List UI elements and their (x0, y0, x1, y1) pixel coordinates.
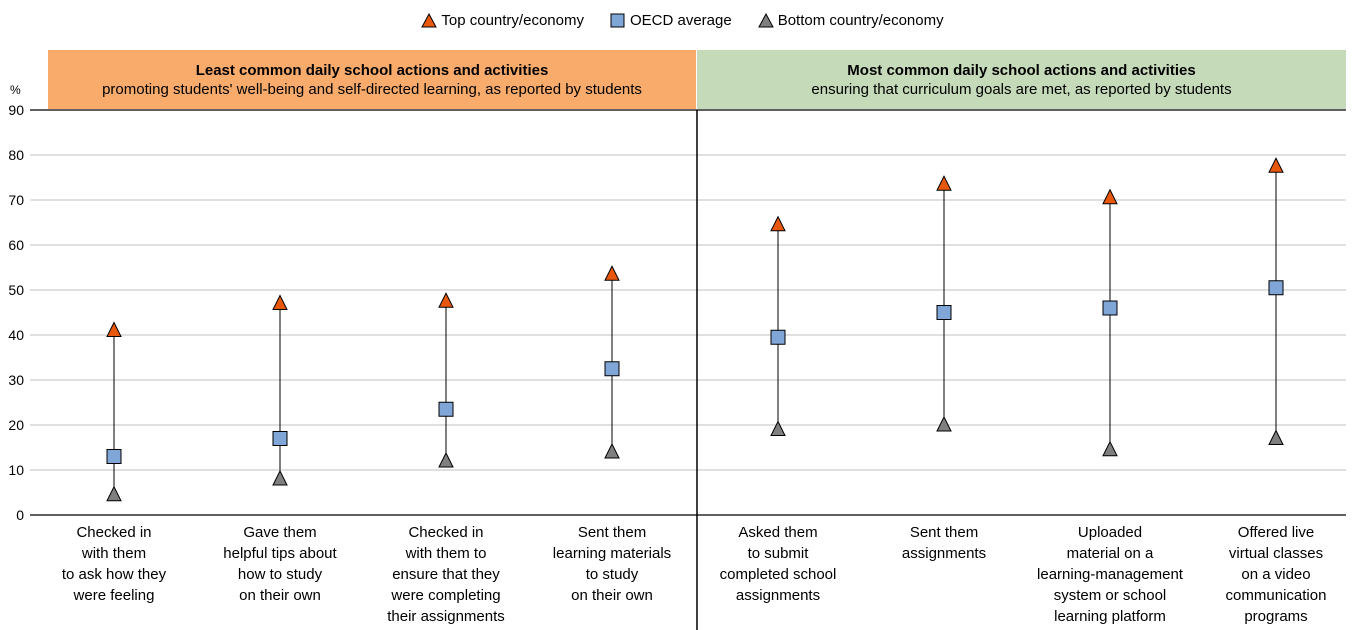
x-category-label-line: Sent them (577, 524, 647, 541)
x-category-label-line: material on a (1066, 545, 1154, 562)
oecd-marker (1268, 280, 1284, 296)
y-tick-label: 20 (8, 417, 24, 433)
bottom-marker (1268, 429, 1284, 445)
x-category-label-line: system or school (1053, 587, 1167, 604)
bottom-marker (272, 469, 288, 486)
x-category-label-line: ensure that they (392, 566, 500, 583)
bottom-marker (604, 442, 620, 459)
x-category-label-line: assignments (901, 545, 987, 562)
x-category-label-line: how to study (237, 566, 323, 583)
legend-label-bottom: Bottom country/economy (777, 12, 944, 29)
panel-subtitle-right: ensuring that curriculum goals are met, … (811, 81, 1232, 98)
x-category-label-line: programs (1244, 608, 1308, 625)
y-tick-label: 50 (8, 282, 24, 298)
x-category-label: Asked them to submit completed school assig… (698, 522, 858, 606)
legend-label-top: Top country/economy (441, 12, 584, 29)
x-category-label: Uploaded material on a learning-management… (1030, 522, 1190, 627)
y-tick-label: 10 (8, 462, 24, 478)
x-category-label-line: on their own (571, 587, 653, 604)
top-marker (936, 175, 952, 191)
x-category-label-line: to ask how they (61, 566, 167, 583)
x-category-label-line: Checked in (76, 524, 152, 541)
y-axis-unit: % (10, 83, 21, 97)
x-category-label-line: Sent them (909, 524, 979, 541)
legend-item-top: Top country/economy (421, 12, 584, 29)
oecd-marker (106, 449, 122, 464)
x-category-label-line: were feeling (73, 587, 155, 604)
top-marker (604, 265, 620, 281)
panel-header-right: Most common daily school actions and act… (697, 50, 1346, 109)
blue-square-icon (610, 13, 625, 28)
x-category-label-line: were completing (391, 587, 501, 604)
x-category-label-line: learning platform (1054, 608, 1166, 625)
legend: Top country/economy OECD average Bottom … (0, 12, 1365, 29)
panel-subtitle-left: promoting students' well-being and self-… (102, 81, 642, 98)
x-category-label-line: on their own (239, 587, 321, 604)
x-category-label-line: on a video (1241, 566, 1311, 583)
bottom-marker (438, 451, 454, 468)
x-category-label: Checked in with them to ensure that they we… (366, 522, 526, 627)
y-tick-label: 30 (8, 372, 24, 388)
x-category-label-line: communication (1225, 587, 1327, 604)
x-category-label-line: with them to (405, 545, 487, 562)
orange-triangle-icon (421, 13, 438, 28)
y-tick-label: 40 (8, 327, 24, 343)
oecd-marker (604, 361, 620, 377)
y-tick-label: 90 (8, 102, 24, 118)
y-tick-label: 80 (8, 147, 24, 163)
bottom-marker (770, 420, 786, 436)
oecd-marker (936, 305, 952, 320)
panel-title-right: Most common daily school actions and act… (847, 62, 1196, 79)
x-category-label-line: their assignments (387, 608, 505, 625)
top-marker (272, 294, 288, 310)
bottom-marker (936, 415, 952, 432)
y-tick-label: 0 (16, 507, 24, 523)
panel-title-left: Least common daily school actions and ac… (195, 62, 549, 79)
x-category-label: Checked in with them to ask how they were f… (34, 522, 194, 606)
legend-item-bottom: Bottom country/economy (757, 12, 944, 29)
x-category-label-line: Checked in (408, 524, 484, 541)
top-marker (1102, 188, 1118, 205)
x-category-label-line: to study (585, 566, 639, 583)
oecd-marker (1102, 300, 1118, 316)
x-category-label-line: learning-management (1037, 566, 1183, 583)
oecd-marker (272, 431, 288, 446)
x-category-label-line: learning materials (552, 545, 672, 562)
legend-label-oecd: OECD average (629, 12, 732, 29)
panel-header-left: Least common daily school actions and ac… (48, 50, 696, 109)
x-category-label-line: with them (81, 545, 147, 562)
x-category-label-line: Gave them (243, 524, 317, 541)
bottom-marker (1102, 440, 1118, 457)
top-marker (438, 292, 454, 308)
y-tick-label: 60 (8, 237, 24, 253)
oecd-marker (770, 329, 786, 345)
grey-triangle-icon (757, 13, 774, 28)
top-marker (770, 215, 786, 232)
oecd-marker (438, 401, 454, 417)
bottom-marker (106, 485, 122, 502)
x-category-label: Gave them helpful tips about how to study o… (200, 522, 360, 606)
x-category-label-line: helpful tips about (223, 545, 337, 562)
top-marker (1268, 157, 1284, 173)
x-category-label-line: Uploaded (1077, 524, 1143, 541)
y-tick-label: 70 (8, 192, 24, 208)
top-marker (106, 321, 122, 337)
x-category-label-line: assignments (735, 587, 821, 604)
legend-item-oecd: OECD average (610, 12, 732, 29)
x-category-label: Sent them learning materials to study on th… (532, 522, 692, 606)
x-category-label-line: virtual classes (1228, 545, 1324, 562)
x-category-label-line: Offered live (1237, 524, 1315, 541)
x-category-label-line: Asked them (738, 524, 818, 541)
x-category-label-line: to submit (747, 545, 809, 562)
x-category-label: Sent them assignments (864, 522, 1024, 564)
x-category-label-line: completed school (719, 566, 837, 583)
x-category-label: Offered live virtual classes on a video com… (1196, 522, 1356, 627)
